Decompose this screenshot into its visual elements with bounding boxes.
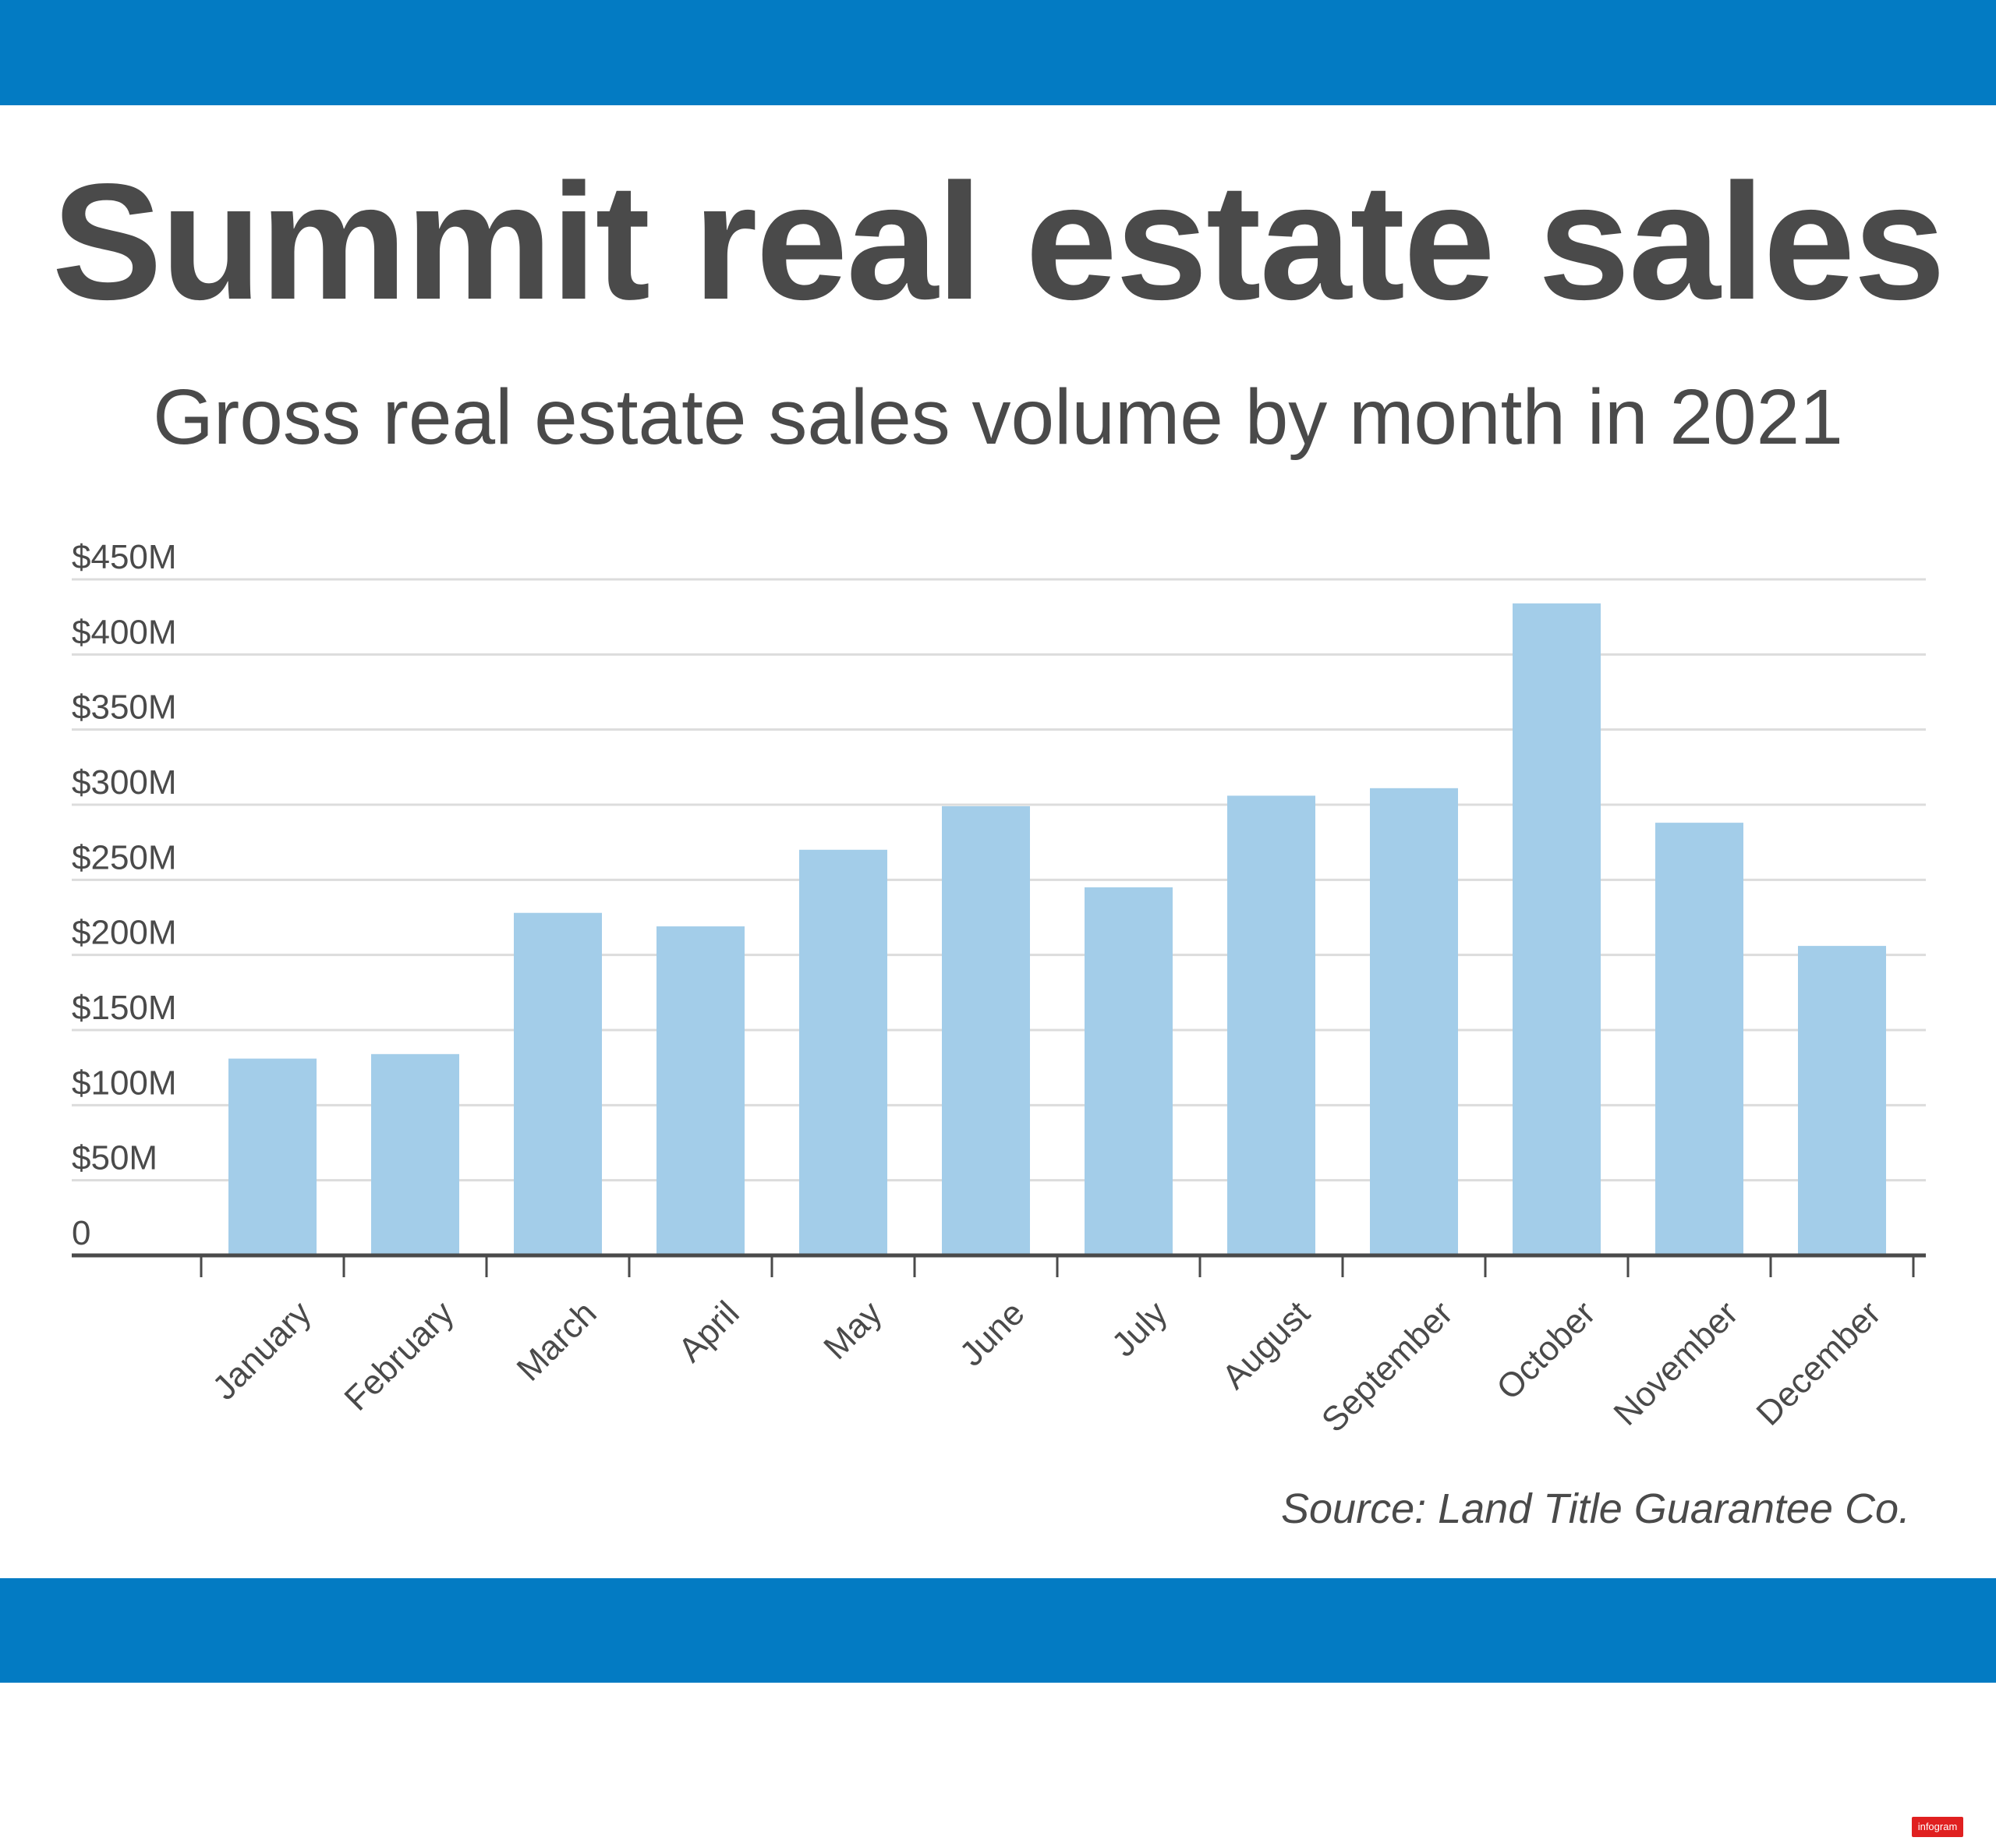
infogram-logo: infogram [1912, 1817, 1963, 1837]
bar-october [1513, 603, 1601, 1255]
x-tick-label-august: August [1215, 1294, 1318, 1397]
x-tick-label-january: January [205, 1294, 318, 1407]
x-tick-label-july: July [1105, 1294, 1175, 1364]
bar-march [514, 912, 602, 1255]
x-tick-label-november: November [1606, 1294, 1745, 1432]
y-tick-label: $350M [72, 689, 177, 727]
source-note: Source: Land Title Guarantee Co. [1281, 1485, 1910, 1532]
bar-november [1655, 823, 1743, 1255]
bar-august [1227, 795, 1315, 1255]
bar-chart: 0 $50M $100M $150M $200M $250M $300M $350M $400M… [72, 538, 1926, 1439]
bar-april [656, 926, 745, 1255]
y-tick-labels: 0 $50M $100M $150M $200M $250M $300M $350M $400M… [72, 538, 177, 1252]
bars [228, 603, 1886, 1255]
bar-september [1370, 788, 1458, 1255]
y-tick-label: $400M [72, 613, 177, 651]
bar-december [1798, 946, 1886, 1255]
bar-may [799, 849, 887, 1255]
x-tick-label-october: October [1489, 1294, 1602, 1407]
y-tick-label: $100M [72, 1064, 177, 1102]
x-tick-label-may: May [816, 1294, 889, 1366]
y-tick-label: $200M [72, 914, 177, 952]
bar-january [228, 1058, 317, 1255]
x-tick-label-april: April [671, 1294, 747, 1369]
top-banner [0, 0, 1996, 105]
y-tick-label: $450M [72, 538, 177, 576]
x-tick-labels: January February March April May June July Augu… [205, 1294, 1888, 1439]
bar-july [1085, 887, 1173, 1255]
x-tick-label-june: June [953, 1294, 1032, 1373]
y-tick-label: $250M [72, 838, 177, 876]
bottom-banner [0, 1578, 1996, 1683]
x-tick-label-september: September [1315, 1294, 1460, 1439]
chart-title: Summit real estate sales [51, 149, 1946, 334]
x-axis [72, 1253, 1926, 1277]
y-tick-label: $150M [72, 989, 177, 1027]
chart-subtitle: Gross real estate sales volume by month … [153, 373, 1843, 461]
x-tick-label-march: March [510, 1294, 604, 1388]
x-tick-label-december: December [1749, 1294, 1888, 1432]
bar-june [942, 805, 1030, 1255]
y-tick-label: 0 [72, 1214, 90, 1252]
bar-february [371, 1053, 459, 1255]
y-tick-label: $300M [72, 763, 177, 802]
y-tick-label: $50M [72, 1139, 157, 1177]
x-tick-label-february: February [337, 1294, 461, 1418]
